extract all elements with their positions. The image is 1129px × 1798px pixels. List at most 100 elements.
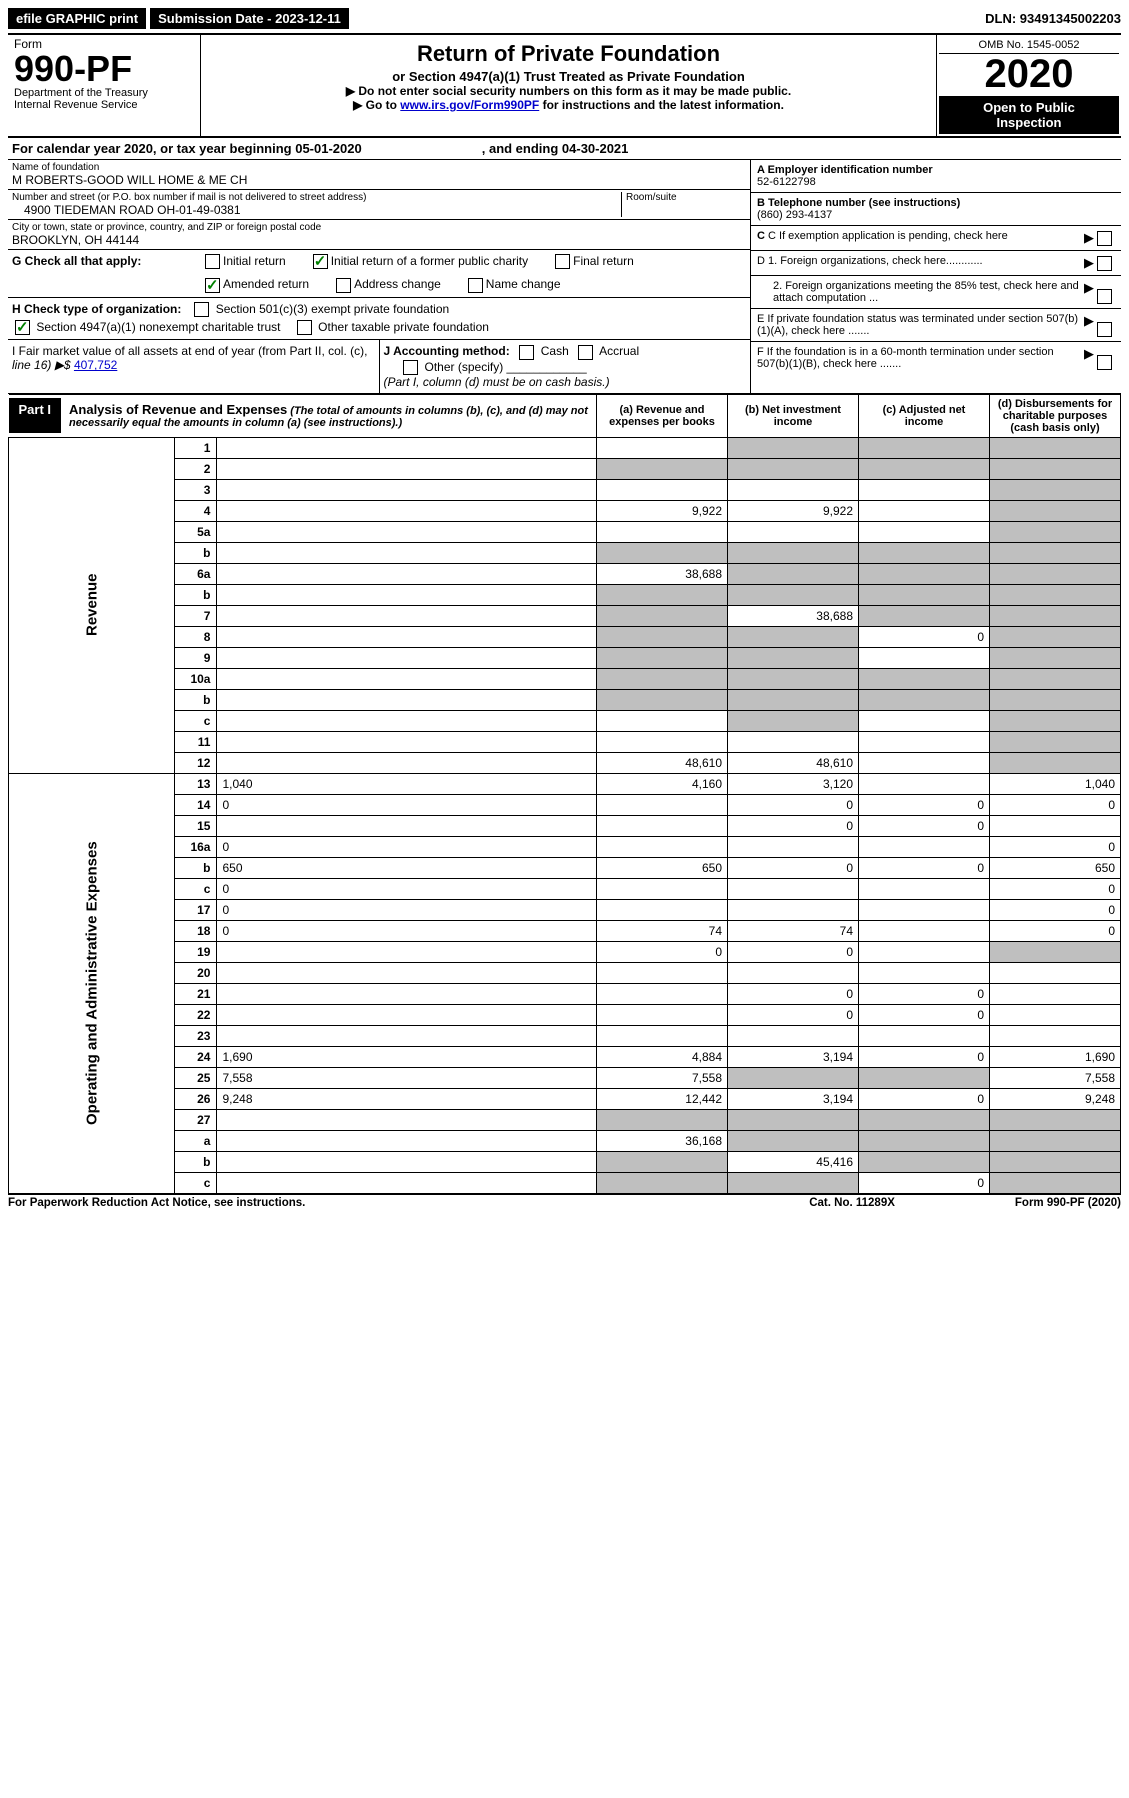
cell-value: 9,922 [728, 500, 859, 521]
row-desc [217, 647, 597, 668]
footer: For Paperwork Reduction Act Notice, see … [8, 1194, 1121, 1209]
cell-value [859, 731, 990, 752]
row-desc [217, 500, 597, 521]
chk-initial-return[interactable] [205, 254, 220, 269]
cell-value [859, 1151, 990, 1172]
chk-d2[interactable] [1097, 289, 1112, 304]
cell-value: 0 [859, 1004, 990, 1025]
cell-value [597, 878, 728, 899]
cell-value [728, 437, 859, 458]
row-number: 13 [175, 773, 217, 794]
open-inspection: Open to Public Inspection [939, 96, 1119, 134]
cell-value: 0 [859, 815, 990, 836]
row-desc [217, 626, 597, 647]
chk-final-return[interactable] [555, 254, 570, 269]
cell-value [859, 899, 990, 920]
efile-btn[interactable]: efile GRAPHIC print [8, 8, 146, 29]
row-desc [217, 479, 597, 500]
cell-value [728, 626, 859, 647]
tax-year: 2020 [939, 54, 1119, 94]
instr-1: ▶ Do not enter social security numbers o… [211, 84, 926, 98]
cell-value [728, 836, 859, 857]
cell-value [859, 920, 990, 941]
row-number: a [175, 1130, 217, 1151]
cell-value [859, 941, 990, 962]
chk-cash[interactable] [519, 345, 534, 360]
cell-value: 12,442 [597, 1088, 728, 1109]
chk-initial-public[interactable] [313, 254, 328, 269]
cell-value: 0 [728, 857, 859, 878]
row-desc [217, 542, 597, 563]
cell-value [990, 647, 1121, 668]
chk-d1[interactable] [1097, 256, 1112, 271]
cell-value [990, 1172, 1121, 1193]
cell-value [859, 836, 990, 857]
row-desc [217, 710, 597, 731]
cell-value [859, 458, 990, 479]
chk-e[interactable] [1097, 322, 1112, 337]
cell-value: 7,558 [990, 1067, 1121, 1088]
chk-4947[interactable] [15, 320, 30, 335]
form-subtitle: or Section 4947(a)(1) Trust Treated as P… [211, 69, 926, 84]
row-desc: 7,558 [217, 1067, 597, 1088]
cell-value [990, 1130, 1121, 1151]
cell-value [597, 542, 728, 563]
row-number: b [175, 1151, 217, 1172]
row-number: 9 [175, 647, 217, 668]
cell-value [990, 584, 1121, 605]
cell-value [859, 710, 990, 731]
row-number: b [175, 689, 217, 710]
cell-value [859, 1025, 990, 1046]
cell-value: 0 [859, 983, 990, 1004]
cell-value [859, 479, 990, 500]
chk-address-change[interactable] [336, 278, 351, 293]
cell-value: 4,160 [597, 773, 728, 794]
chk-accrual[interactable] [578, 345, 593, 360]
row-desc: 0 [217, 794, 597, 815]
footer-mid: Cat. No. 11289X [809, 1197, 895, 1209]
cell-value [597, 479, 728, 500]
cell-value [990, 437, 1121, 458]
cell-value [728, 542, 859, 563]
chk-501c3[interactable] [194, 302, 209, 317]
row-number: 15 [175, 815, 217, 836]
cell-value [728, 1130, 859, 1151]
cell-value: 0 [728, 941, 859, 962]
cell-value: 0 [990, 899, 1121, 920]
row-desc: 0 [217, 920, 597, 941]
row-desc [217, 584, 597, 605]
j-block: J Accounting method: Cash Accrual Other … [380, 340, 751, 393]
chk-f[interactable] [1097, 355, 1112, 370]
row-number: 5a [175, 521, 217, 542]
cell-value [597, 1151, 728, 1172]
row-number: 20 [175, 962, 217, 983]
cell-value [990, 521, 1121, 542]
irs-link[interactable]: www.irs.gov/Form990PF [400, 98, 539, 112]
cell-value [728, 563, 859, 584]
row-number: 14 [175, 794, 217, 815]
cell-value: 0 [597, 941, 728, 962]
cell-value: 0 [728, 983, 859, 1004]
chk-c[interactable] [1097, 231, 1112, 246]
row-number: 2 [175, 458, 217, 479]
dept-line1: Department of the Treasury [14, 87, 194, 99]
chk-other-taxable[interactable] [297, 320, 312, 335]
cell-value: 3,120 [728, 773, 859, 794]
fmv-value[interactable]: 407,752 [74, 358, 117, 372]
submission-date: Submission Date - 2023-12-11 [150, 8, 349, 29]
cell-value [859, 878, 990, 899]
row-desc [217, 941, 597, 962]
cell-value: 0 [859, 1088, 990, 1109]
cell-value [990, 1025, 1121, 1046]
row-desc [217, 752, 597, 773]
chk-other-acct[interactable] [403, 360, 418, 375]
cell-value: 3,194 [728, 1046, 859, 1067]
cell-value: 1,690 [990, 1046, 1121, 1067]
chk-amended[interactable] [205, 278, 220, 293]
cell-value [859, 668, 990, 689]
chk-name-change[interactable] [468, 278, 483, 293]
dept-line2: Internal Revenue Service [14, 99, 194, 111]
cell-value [859, 1130, 990, 1151]
cell-value [728, 1109, 859, 1130]
row-number: 23 [175, 1025, 217, 1046]
